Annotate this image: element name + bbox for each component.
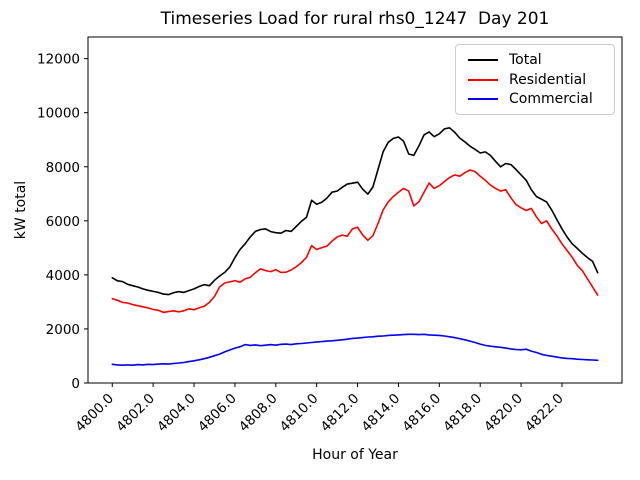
x-tick-label: 4814.0: [359, 391, 404, 436]
series-line-residential: [111, 169, 599, 314]
y-tick-label: 2000: [46, 322, 80, 338]
axes-spines: [87, 36, 623, 384]
series-line-total: [111, 127, 599, 296]
legend-item-residential: Residential: [462, 73, 608, 87]
y-tick-label: 0: [71, 376, 80, 392]
y-tick-label: 12000: [37, 52, 80, 68]
legend-item-commercial: Commercial: [462, 92, 608, 106]
legend-label-commercial: Commercial: [509, 91, 593, 108]
x-tick-label: 4808.0: [236, 391, 281, 436]
y-tick-label: 6000: [46, 214, 80, 230]
x-tick-label: 4822.0: [522, 391, 567, 436]
series-line-commercial: [111, 333, 599, 367]
x-tick-label: 4820.0: [481, 391, 526, 436]
y-tick-label: 10000: [37, 106, 80, 122]
legend-item-total: Total: [462, 53, 608, 67]
legend-line-commercial: [468, 98, 498, 101]
x-tick-label: 4800.0: [72, 391, 117, 436]
legend-line-residential: [468, 78, 498, 81]
x-tick-label: 4806.0: [195, 391, 240, 436]
legend-label-residential: Residential: [509, 71, 587, 88]
x-tick-label: 4816.0: [399, 391, 444, 436]
y-tick-label: 4000: [46, 268, 80, 284]
x-tick-label: 4812.0: [318, 391, 363, 436]
x-tick-label: 4810.0: [277, 391, 322, 436]
legend-label-total: Total: [509, 51, 542, 68]
x-axis-label: Hour of Year: [312, 447, 398, 463]
chart-title: Timeseries Load for rural rhs0_1247 Day …: [160, 9, 550, 29]
x-tick-label: 4818.0: [440, 391, 485, 436]
legend-line-total: [468, 58, 498, 61]
x-tick-label: 4802.0: [113, 391, 158, 436]
legend: Total Residential Commercial: [455, 44, 615, 115]
y-tick-label: 8000: [46, 160, 80, 176]
x-tick-label: 4804.0: [154, 391, 199, 436]
